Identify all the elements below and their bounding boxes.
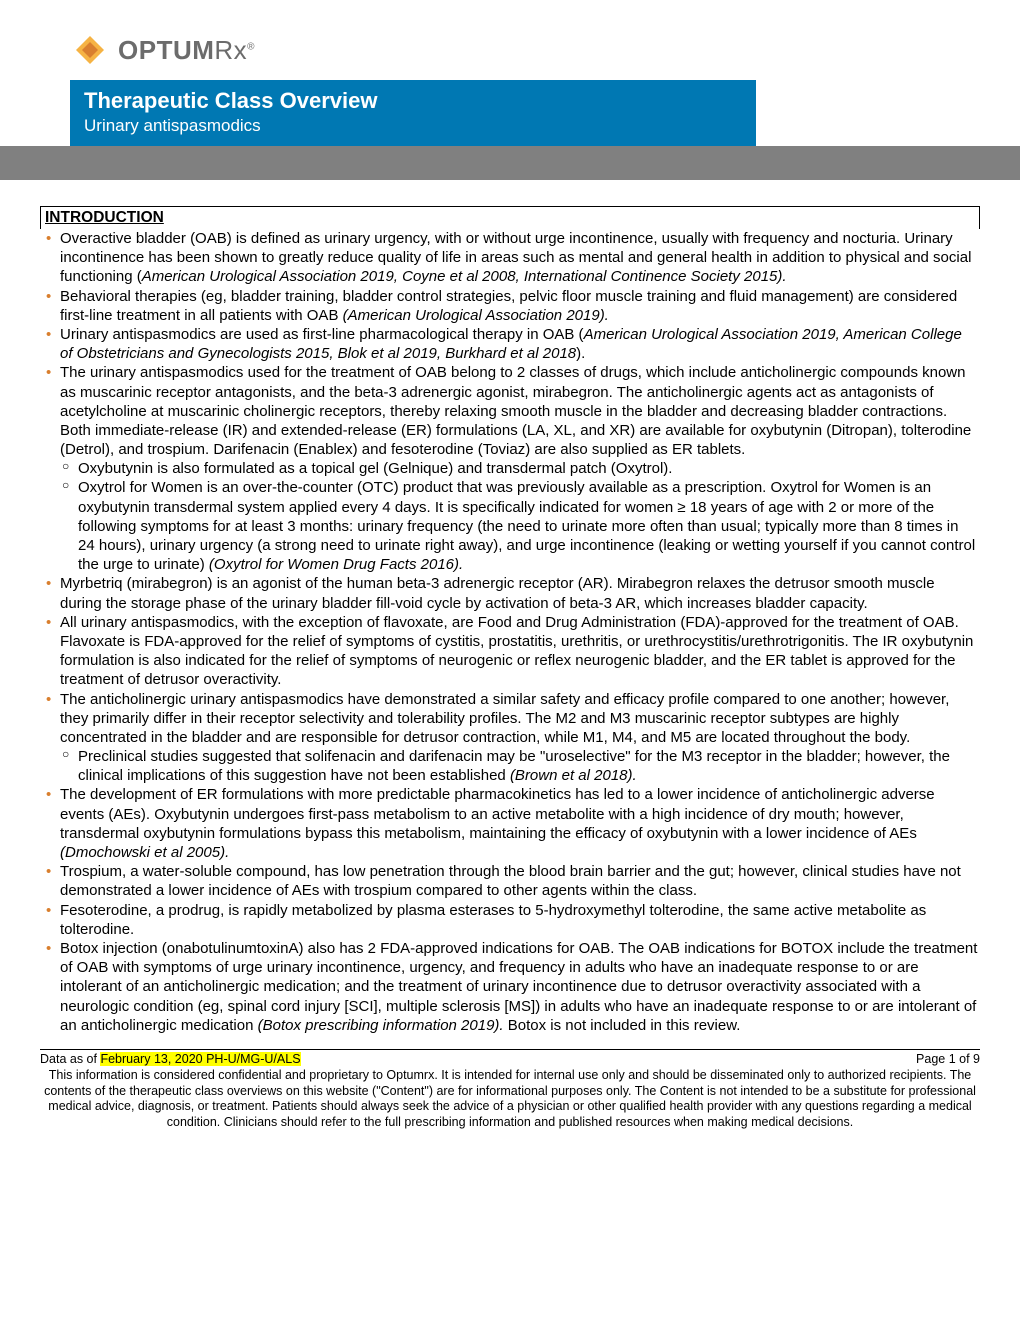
content-body: Overactive bladder (OAB) is defined as u… bbox=[40, 229, 980, 1035]
footer-page-number: Page 1 of 9 bbox=[916, 1052, 980, 1066]
sub-bullet-item: Preclinical studies suggested that solif… bbox=[60, 747, 978, 785]
footer-date-highlight: February 13, 2020 PH-U/MG-U/ALS bbox=[100, 1052, 300, 1066]
footer-disclaimer: This information is considered confident… bbox=[40, 1068, 980, 1131]
footer-top-row: Data as of February 13, 2020 PH-U/MG-U/A… bbox=[40, 1052, 980, 1066]
bullet-item: The anticholinergic urinary antispasmodi… bbox=[42, 690, 978, 786]
footer: Data as of February 13, 2020 PH-U/MG-U/A… bbox=[40, 1049, 980, 1131]
sub-bullet-item: Oxytrol for Women is an over-the-counter… bbox=[60, 478, 978, 574]
bullet-item: Behavioral therapies (eg, bladder traini… bbox=[42, 287, 978, 325]
footer-date-prefix: Data as of bbox=[40, 1052, 100, 1066]
page-container: OPTUMRx® Therapeutic Class Overview Urin… bbox=[0, 0, 1020, 1150]
sub-bullet-item: Oxybutynin is also formulated as a topic… bbox=[60, 459, 978, 478]
bullet-item: All urinary antispasmodics, with the exc… bbox=[42, 613, 978, 690]
bullet-item: Fesoterodine, a prodrug, is rapidly meta… bbox=[42, 901, 978, 939]
logo-text-rx: Rx bbox=[214, 35, 247, 65]
logo-area: OPTUMRx® bbox=[40, 30, 980, 70]
page-title: Therapeutic Class Overview bbox=[84, 88, 742, 114]
bullet-item: The development of ER formulations with … bbox=[42, 785, 978, 862]
footer-date: Data as of February 13, 2020 PH-U/MG-U/A… bbox=[40, 1052, 301, 1066]
sub-bullet-list: Oxybutynin is also formulated as a topic… bbox=[60, 459, 978, 574]
logo-icon bbox=[70, 30, 110, 70]
bullet-item: Botox injection (onabotulinumtoxinA) als… bbox=[42, 939, 978, 1035]
bullet-item: Myrbetriq (mirabegron) is an agonist of … bbox=[42, 574, 978, 612]
bullet-item: The urinary antispasmodics used for the … bbox=[42, 363, 978, 574]
bullet-item: Overactive bladder (OAB) is defined as u… bbox=[42, 229, 978, 287]
title-bar: Therapeutic Class Overview Urinary antis… bbox=[70, 80, 756, 146]
gray-divider-bar bbox=[0, 146, 1020, 180]
logo-text: OPTUMRx® bbox=[118, 35, 255, 66]
logo-text-bold: OPTUM bbox=[118, 35, 214, 65]
bullet-item: Trospium, a water-soluble compound, has … bbox=[42, 862, 978, 900]
section-heading: INTRODUCTION bbox=[40, 206, 980, 229]
logo-registered: ® bbox=[247, 41, 255, 52]
bullet-item: Urinary antispasmodics are used as first… bbox=[42, 325, 978, 363]
bullet-list: Overactive bladder (OAB) is defined as u… bbox=[42, 229, 978, 1035]
page-subtitle: Urinary antispasmodics bbox=[84, 116, 742, 136]
sub-bullet-list: Preclinical studies suggested that solif… bbox=[60, 747, 978, 785]
